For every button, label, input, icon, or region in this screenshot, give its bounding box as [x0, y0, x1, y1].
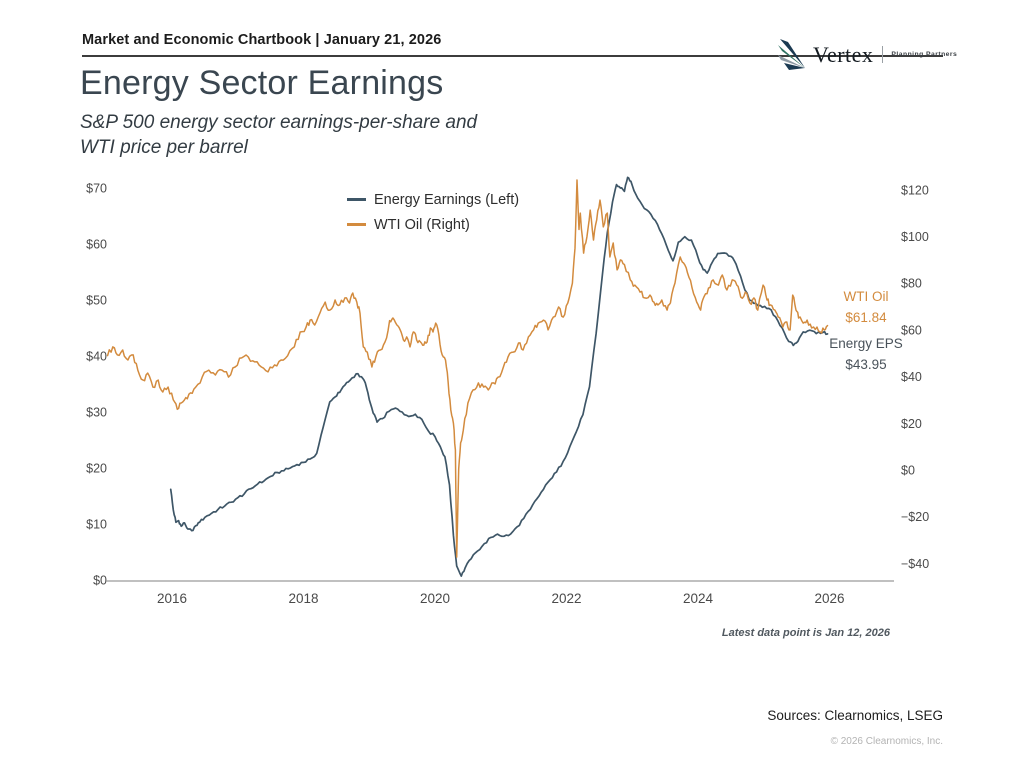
page-title: Energy Sector Earnings: [80, 64, 444, 102]
legend-label: Energy Earnings (Left): [374, 191, 520, 208]
energy-line-swatch-icon: [347, 198, 366, 201]
left-axis-tick: $20: [86, 462, 107, 476]
logo-tagline-text: Planning Partners: [891, 51, 958, 58]
wti-annotation-title: WTI Oil: [843, 289, 889, 304]
chart-legend: Energy Earnings (Left) WTI Oil (Right): [347, 187, 519, 237]
right-axis-tick: −$20: [901, 510, 929, 524]
vertex-fan-icon: [778, 39, 805, 70]
x-axis-tick: 2018: [288, 591, 318, 606]
subtitle-line-1: S&P 500 energy sector earnings-per-share…: [80, 112, 478, 133]
eps-annotation-value: $43.95: [845, 357, 887, 372]
right-axis-labels: $120 $100 $80 $60 $40 $20 $0 −$20 −$40: [901, 183, 929, 571]
legend-item-energy-earnings: Energy Earnings (Left): [347, 187, 519, 212]
x-axis-tick: 2016: [157, 591, 187, 606]
x-axis-tick: 2026: [814, 591, 844, 606]
right-axis-tick: $40: [901, 370, 922, 384]
chart-series-lines: [106, 176, 829, 577]
right-axis-tick: $80: [901, 277, 922, 291]
eps-annotation-title: Energy EPS: [829, 336, 903, 351]
copyright-line: © 2026 Clearnomics, Inc.: [830, 736, 943, 747]
subtitle-line-2: WTI price per barrel: [80, 137, 248, 158]
right-axis-tick: $60: [901, 323, 922, 337]
latest-datapoint-footnote: Latest data point is Jan 12, 2026: [721, 627, 890, 639]
x-axis-labels: 2016 2018 2020 2022 2024 2026: [157, 591, 845, 606]
wti-annotation-value: $61.84: [845, 310, 887, 325]
right-axis-tick: $120: [901, 183, 929, 197]
x-axis-tick: 2020: [420, 591, 450, 606]
right-axis-tick: $0: [901, 464, 915, 478]
left-axis-tick: $0: [93, 574, 107, 588]
legend-label: WTI Oil (Right): [374, 216, 470, 233]
right-axis-tick: −$40: [901, 557, 929, 571]
wti-oil-annotation: WTI Oil $61.84: [804, 286, 928, 328]
energy-earnings-line: [169, 176, 829, 577]
page-subtitle: S&P 500 energy sector earnings-per-share…: [80, 110, 477, 160]
left-axis-tick: $40: [86, 350, 107, 364]
right-axis-tick: $100: [901, 230, 929, 244]
logo-brand-text: Vertex: [813, 41, 874, 67]
left-axis-tick: $10: [86, 518, 107, 532]
left-axis-labels: $70 $60 $50 $40 $30 $20 $10 $0: [86, 182, 107, 588]
vertex-logo: Vertex Planning Partners: [778, 39, 957, 70]
header-divider: [82, 55, 943, 57]
wti-oil-line: [106, 179, 829, 558]
sources-line: Sources: Clearnomics, LSEG: [767, 708, 943, 723]
x-axis-tick: 2024: [683, 591, 714, 606]
x-axis-tick: 2022: [551, 591, 581, 606]
left-axis-tick: $70: [86, 182, 107, 196]
wti-line-swatch-icon: [347, 223, 366, 226]
legend-item-wti-oil: WTI Oil (Right): [347, 212, 519, 237]
left-axis-tick: $60: [86, 238, 107, 252]
right-axis-tick: $20: [901, 417, 922, 431]
logo-divider: [882, 46, 884, 63]
left-axis-tick: $50: [86, 294, 107, 308]
left-axis-tick: $30: [86, 406, 107, 420]
chartbook-header-label: Market and Economic Chartbook | January …: [82, 32, 442, 48]
energy-eps-annotation: Energy EPS $43.95: [804, 333, 928, 375]
